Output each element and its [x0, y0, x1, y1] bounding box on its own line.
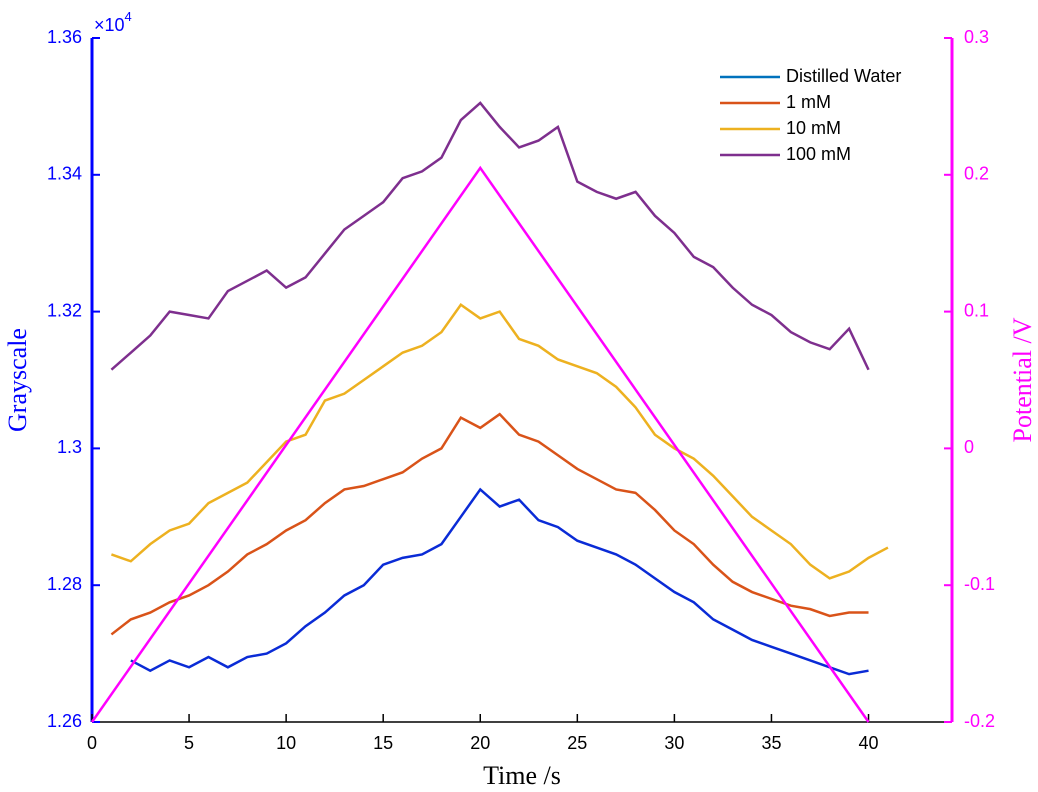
legend-label: 10 mM — [786, 118, 841, 138]
legend-label: Distilled Water — [786, 66, 901, 86]
series-line — [130, 487, 869, 676]
y-tick-label: 1.36 — [47, 27, 82, 47]
y-axis-label: Grayscale — [3, 328, 32, 432]
y-tick-label: 1.32 — [47, 300, 82, 320]
y2-tick-label: 0.1 — [964, 300, 989, 320]
multiplier-exponent: 4 — [125, 9, 132, 24]
y-tick-label: 1.26 — [47, 711, 82, 731]
x-tick-label: 25 — [567, 733, 587, 753]
x-tick-label: 40 — [859, 733, 879, 753]
x-tick-label: 35 — [761, 733, 781, 753]
y2-tick-label: 0.2 — [964, 164, 989, 184]
series-line — [110, 101, 870, 371]
multiplier-base: ×10 — [94, 15, 125, 35]
y-multiplier: ×104 — [94, 9, 132, 34]
x-tick-label: 15 — [373, 733, 393, 753]
series-line — [110, 303, 889, 580]
series-line — [110, 412, 869, 636]
x-tick-label: 20 — [470, 733, 490, 753]
legend-label: 1 mM — [786, 92, 831, 112]
y2-tick-label: -0.2 — [964, 711, 995, 731]
x-tick-label: 5 — [184, 733, 194, 753]
y-tick-label: 1.28 — [47, 574, 82, 594]
y2-tick-label: 0 — [964, 437, 974, 457]
x-axis-label: Time /s — [483, 761, 561, 790]
y2-tick-label: 0.3 — [964, 27, 989, 47]
series-line — [90, 165, 870, 723]
x-tick-label: 30 — [664, 733, 684, 753]
legend-label: 100 mM — [786, 144, 851, 164]
y2-axis-label: Potential /V — [1008, 317, 1037, 442]
y2-tick-label: -0.1 — [964, 574, 995, 594]
x-tick-label: 0 — [87, 733, 97, 753]
y-tick-label: 1.3 — [57, 437, 82, 457]
y-tick-label: 1.34 — [47, 164, 82, 184]
x-tick-label: 10 — [276, 733, 296, 753]
